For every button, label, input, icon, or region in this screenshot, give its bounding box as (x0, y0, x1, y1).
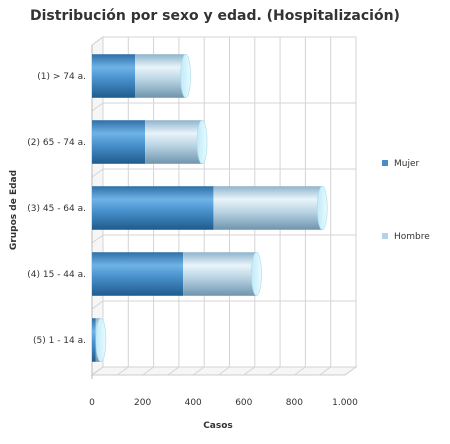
category-label: (1) > 74 a. (37, 72, 86, 82)
y-axis-label: Grupos de Edad (9, 170, 19, 250)
legend-item-mujer: Mujer (382, 159, 420, 169)
bar-end-cap (180, 53, 191, 99)
category-label: (5) 1 - 14 a. (33, 336, 86, 346)
x-tick-label: 400 (185, 398, 202, 408)
gridline-floor (218, 366, 230, 376)
gridline-floor (167, 366, 180, 376)
gridline-floor (319, 366, 331, 376)
bar-group (92, 119, 208, 165)
gridline-floor (117, 366, 129, 376)
x-tick-label: 800 (286, 398, 303, 408)
gridline-floor (192, 366, 205, 376)
x-tick-label: 600 (235, 398, 252, 408)
bars-layer (92, 53, 328, 363)
gridline-floor (344, 366, 357, 376)
category-label: (3) 45 - 64 a. (27, 204, 86, 214)
legend-label: Hombre (394, 232, 430, 242)
category-label: (2) 65 - 74 a. (27, 138, 86, 148)
gridline-side (91, 300, 104, 310)
x-tick-labels: 0 200 400 600 800 1.000 (89, 398, 358, 408)
bar-end-cap (251, 251, 262, 297)
gridline-floor (243, 366, 256, 376)
category-label: (4) 15 - 44 a. (27, 270, 86, 280)
chart-title: Distribución por sexo y edad. (Hospitali… (30, 8, 400, 24)
category-labels: (1) > 74 a. (2) 65 - 74 a. (3) 45 - 64 a. (… (27, 72, 86, 346)
bar-segment-hombre (135, 54, 186, 98)
legend-label: Mujer (394, 159, 420, 169)
gridline-side (91, 234, 104, 244)
x-tick-label: 200 (134, 398, 151, 408)
x-tick-label: 1.000 (332, 398, 358, 408)
gridline-side (91, 102, 104, 112)
bar-segment-mujer (92, 252, 184, 296)
gridline-floor (142, 366, 154, 376)
bar-segment-mujer (92, 318, 96, 362)
legend: Mujer Hombre (382, 159, 430, 242)
bar-group (92, 185, 328, 231)
gridline-side (91, 36, 104, 46)
bar-end-cap (196, 119, 208, 165)
bar-group (92, 53, 191, 99)
bar-end-cap (316, 185, 328, 231)
legend-item-hombre: Hombre (382, 232, 430, 242)
bar-segment-mujer (92, 186, 214, 230)
bar-group (92, 251, 262, 297)
gridline-floor (268, 366, 281, 376)
bar-segment-mujer (92, 120, 146, 164)
bar-segment-hombre (145, 120, 203, 164)
bar-segment-hombre (213, 186, 323, 230)
bar-segment-mujer (92, 54, 136, 98)
gridline-side (91, 168, 104, 178)
bar-segment-hombre (183, 252, 257, 296)
gridline-side (91, 366, 104, 376)
bar-group (92, 317, 107, 363)
gridline-floor (294, 366, 306, 376)
x-axis-label: Casos (203, 421, 233, 431)
x-tick-label: 0 (89, 398, 95, 408)
bar-end-cap (95, 317, 107, 363)
legend-swatch (382, 160, 388, 166)
legend-swatch (382, 233, 388, 239)
